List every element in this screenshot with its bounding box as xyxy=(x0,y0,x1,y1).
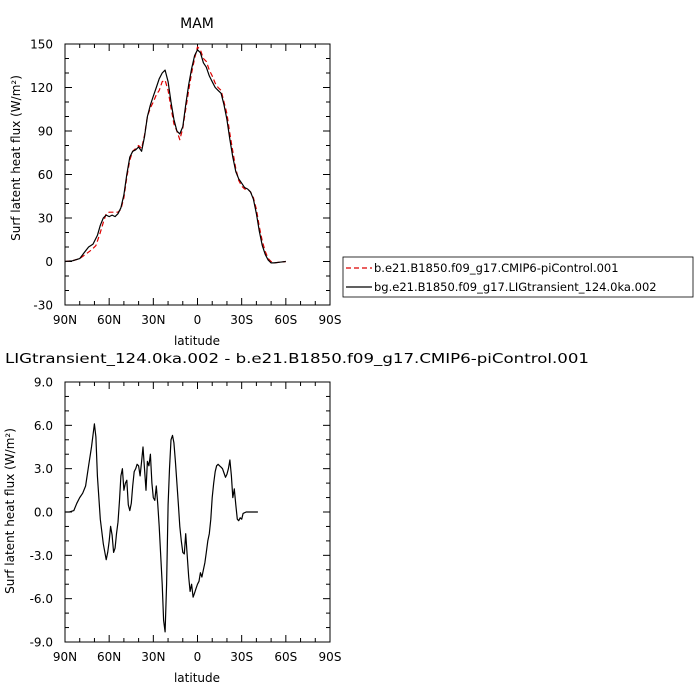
bottom-chart-title: LIGtransient_124.0ka.002 - b.e21.B1850.f… xyxy=(5,351,589,367)
legend-box xyxy=(342,256,694,298)
bottom-y-tick-label: -6.0 xyxy=(30,592,53,606)
panel-top: MAM Surf latent heat flux (W/m²) latitud… xyxy=(9,16,341,348)
bottom-y-axis-label: Surf latent heat flux (W/m²) xyxy=(3,428,17,594)
bottom-x-tick-label: 60S xyxy=(274,650,297,664)
bottom-x-tick-label: 60N xyxy=(97,650,121,664)
legend: b.e21.B1850.f09_g17.CMIP6-piControl.001 … xyxy=(342,256,694,298)
bottom-series-lines xyxy=(65,423,258,633)
bottom-x-tick-label: 30S xyxy=(230,650,253,664)
bottom-y-tick-label: 0.0 xyxy=(34,506,53,520)
top-y-tick-label: 0 xyxy=(45,255,53,269)
top-y-tick-label: 30 xyxy=(38,212,53,226)
bottom-x-tick-label: 90S xyxy=(319,650,342,664)
top-axis-ticks: 90N 60N 30N 0 30S 60S 90S -30 0 30 60 90 120 150 xyxy=(30,38,341,328)
bottom-axis-ticks: 90N 60N 30N 0 30S 60S 90S -9.0 -6.0 -3.0 0.0 3.0 6.0… xyxy=(30,376,342,665)
top-x-tick-label: 90S xyxy=(319,313,342,327)
top-y-tick-label: 90 xyxy=(38,125,53,139)
bottom-x-tick-label: 30N xyxy=(141,650,165,664)
bottom-y-tick-label: 6.0 xyxy=(34,419,53,433)
bottom-y-tick-label: -9.0 xyxy=(30,636,53,650)
top-x-tick-label: 60S xyxy=(274,313,297,327)
top-y-tick-label: -30 xyxy=(33,299,53,313)
bottom-y-tick-label: 3.0 xyxy=(34,462,53,476)
top-y-tick-label: 60 xyxy=(38,168,53,182)
legend-label-ligtransient: bg.e21.B1850.f09_g17.LIGtransient_124.0k… xyxy=(374,280,657,294)
top-x-tick-label: 60N xyxy=(97,313,121,327)
top-series-line-0 xyxy=(64,46,286,264)
bottom-y-tick-label: -3.0 xyxy=(30,549,53,563)
bottom-series-line-0 xyxy=(65,423,258,633)
top-y-tick-label: 150 xyxy=(30,38,53,52)
bottom-y-tick-label: 9.0 xyxy=(34,376,53,390)
bottom-x-tick-label: 90N xyxy=(53,650,77,664)
top-series-lines xyxy=(64,46,286,264)
legend-label-control: b.e21.B1850.f09_g17.CMIP6-piControl.001 xyxy=(374,261,619,275)
bottom-x-axis-label: latitude xyxy=(174,671,220,685)
top-chart-title: MAM xyxy=(180,16,214,32)
top-x-tick-label: 0 xyxy=(194,313,202,327)
bottom-plot-frame xyxy=(64,381,331,643)
top-series-line-1 xyxy=(64,49,286,264)
bottom-x-tick-label: 0 xyxy=(194,650,202,664)
top-x-tick-label: 30S xyxy=(230,313,253,327)
top-y-tick-label: 120 xyxy=(30,81,53,95)
top-plot-frame xyxy=(64,43,331,306)
top-y-axis-label: Surf latent heat flux (W/m²) xyxy=(9,75,23,241)
top-x-axis-label: latitude xyxy=(174,334,220,348)
top-x-tick-label: 90N xyxy=(53,313,77,327)
top-x-tick-label: 30N xyxy=(141,313,165,327)
panel-bottom: LIGtransient_124.0ka.002 - b.e21.B1850.f… xyxy=(3,351,589,685)
